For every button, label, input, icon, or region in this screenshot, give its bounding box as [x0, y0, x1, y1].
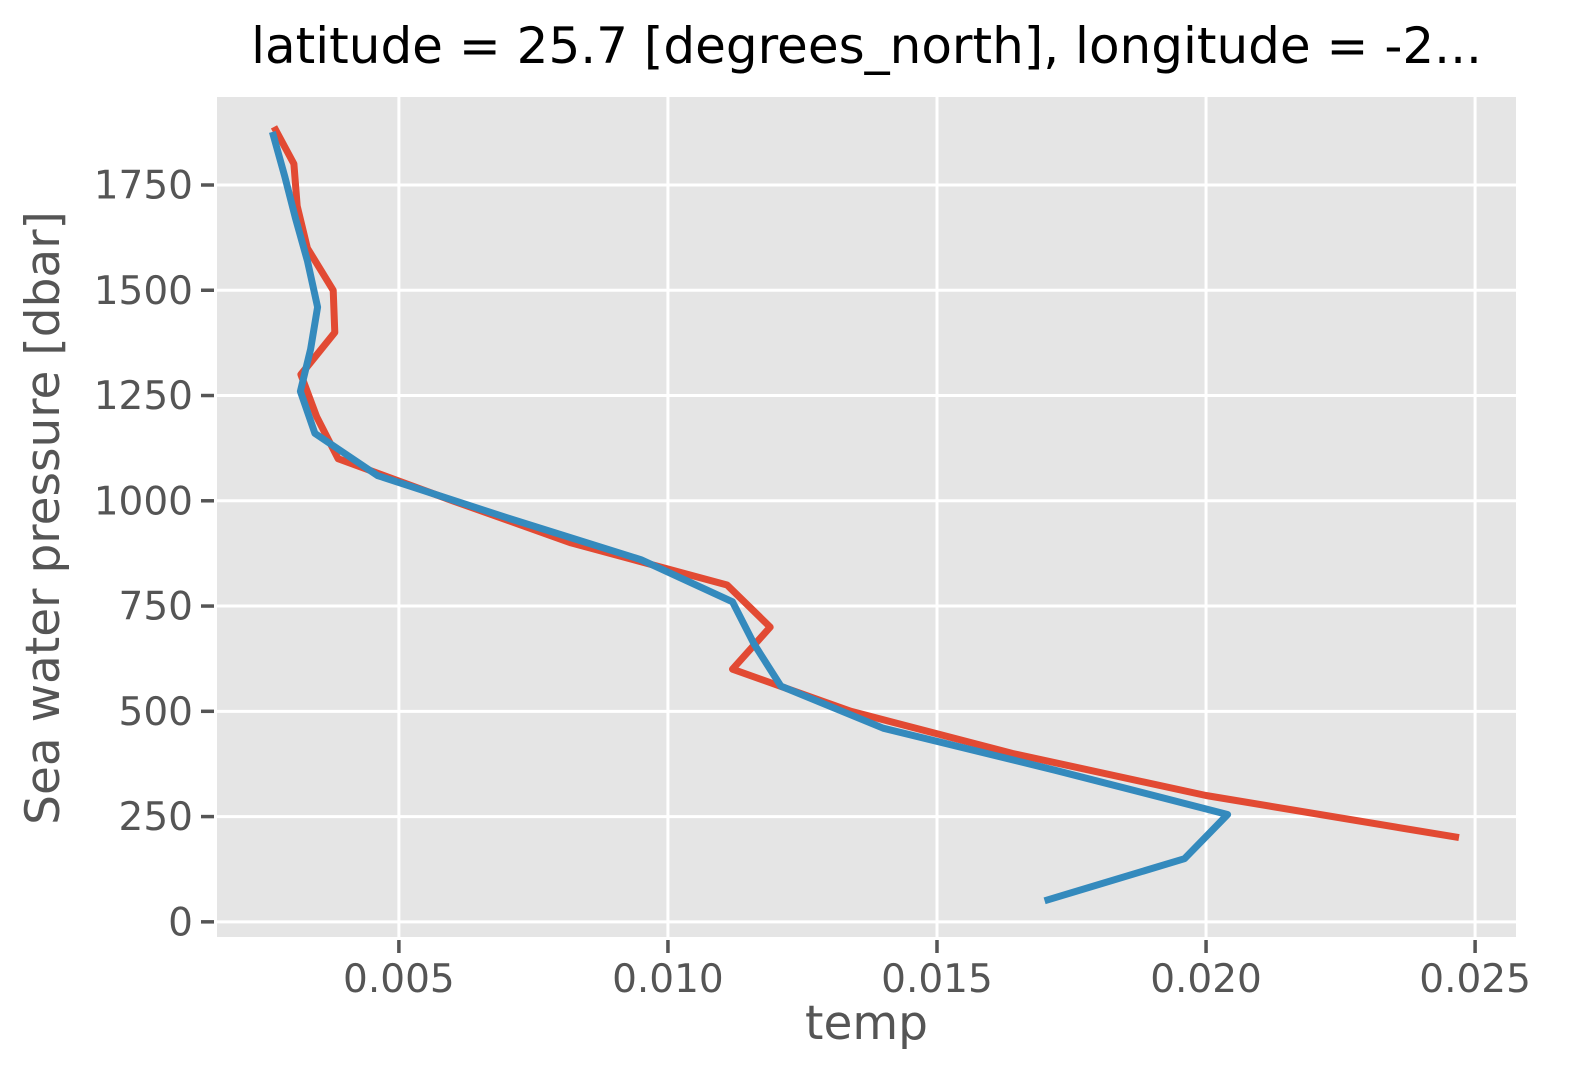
y-tick-label: 0	[168, 900, 193, 945]
y-tick-label: 500	[119, 690, 193, 735]
x-tick-label: 0.015	[881, 957, 993, 1002]
y-tick-label: 750	[119, 585, 193, 630]
x-tick-label: 0.025	[1419, 957, 1531, 1002]
x-tick-label: 0.010	[612, 957, 724, 1002]
temp-profile-2-line	[269, 130, 1232, 905]
y-tick-label: 250	[119, 795, 193, 840]
y-tick-label: 1250	[94, 374, 193, 419]
y-tick-label: 1750	[94, 164, 193, 209]
axes-background	[217, 97, 1516, 937]
y-tick-label: 1500	[94, 269, 193, 314]
x-tick-label: 0.005	[343, 957, 455, 1002]
x-axis-label: temp	[805, 996, 928, 1051]
x-tick-label: 0.020	[1150, 957, 1262, 1002]
chart-title: latitude = 25.7 [degrees_north], longitu…	[251, 17, 1482, 75]
y-axis-label: Sea water pressure [dbar]	[16, 211, 71, 825]
y-tick-label: 1000	[94, 479, 193, 524]
